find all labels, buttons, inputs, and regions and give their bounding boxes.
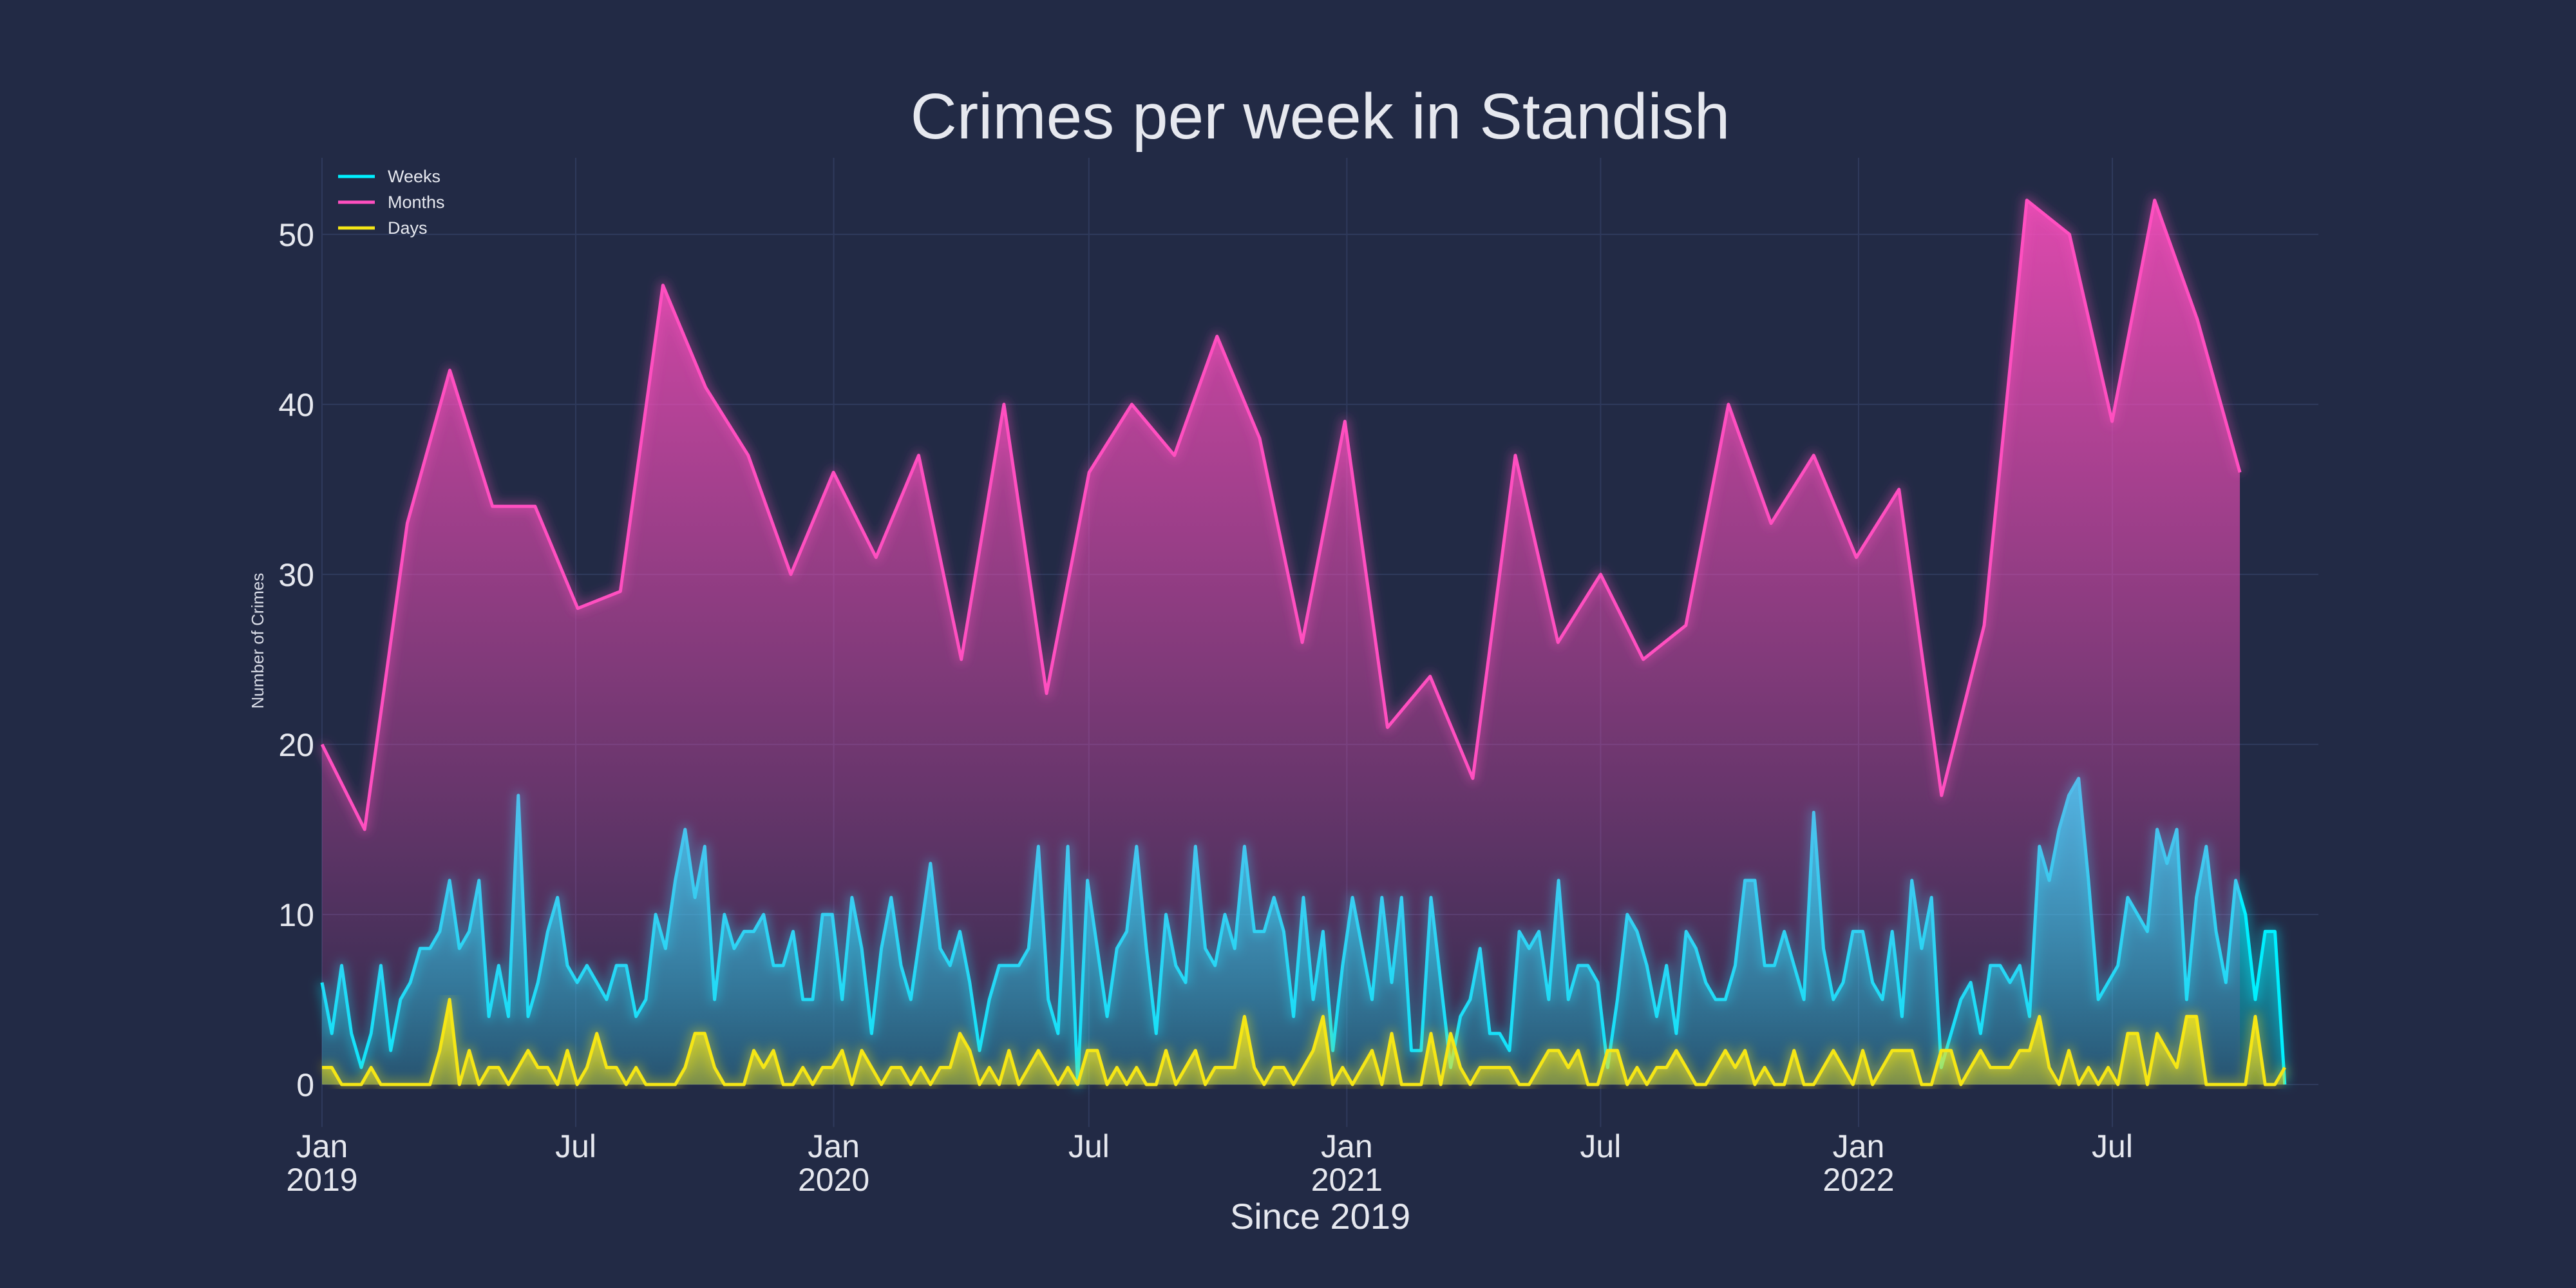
y-tick-label: 30 [278, 557, 314, 593]
x-tick-label: Jan [296, 1128, 348, 1164]
x-tick-label: Jan [808, 1128, 860, 1164]
series-months-area [322, 200, 2240, 1084]
y-tick-label: 40 [278, 387, 314, 423]
y-tick-label: 0 [296, 1067, 314, 1103]
x-axis-label: Since 2019 [1230, 1196, 1410, 1236]
x-tick-label: Jul [1580, 1128, 1621, 1164]
legend: Weeks Months Days [338, 167, 445, 238]
chart-title: Crimes per week in Standish [911, 80, 1730, 153]
series-months-line [320, 198, 2242, 831]
x-tick-year: 2021 [1311, 1162, 1383, 1198]
series-days-line [322, 998, 2286, 1086]
x-tick-label: Jul [555, 1128, 596, 1164]
legend-label-weeks: Weeks [388, 167, 440, 186]
x-tick-year: 2019 [286, 1162, 357, 1198]
y-tick-label: 20 [278, 727, 314, 763]
y-axis-label: Number of Crimes [248, 573, 267, 709]
legend-label-months: Months [388, 193, 445, 212]
x-tick-label: Jul [2092, 1128, 2133, 1164]
x-tick-label: Jan [1321, 1128, 1373, 1164]
y-axis: 0 10 20 30 40 50 [278, 217, 314, 1103]
legend-label-days: Days [388, 218, 428, 238]
x-tick-label: Jul [1068, 1128, 1110, 1164]
y-tick-label: 50 [278, 217, 314, 253]
y-tick-label: 10 [278, 897, 314, 933]
x-tick-year: 2022 [1823, 1162, 1894, 1198]
x-tick-year: 2020 [798, 1162, 869, 1198]
plot-area [317, 196, 2289, 1089]
x-tick-label: Jan [1833, 1128, 1885, 1164]
